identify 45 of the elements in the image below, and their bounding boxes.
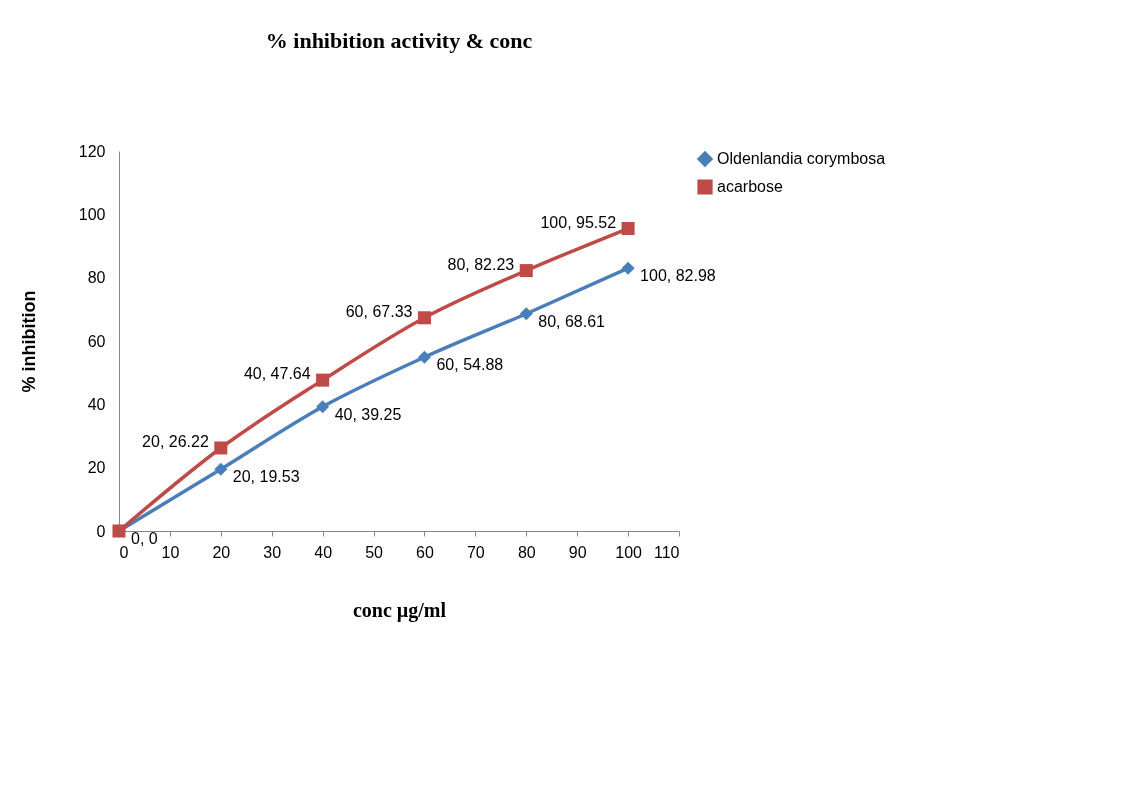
y-axis-title: % inhibition [18, 290, 39, 393]
x-tick-label: 60 [416, 543, 434, 561]
data-label: 80, 68.61 [538, 312, 606, 330]
x-tick-label: 50 [365, 543, 384, 561]
data-label: 40, 39.25 [334, 405, 402, 423]
point [214, 441, 228, 455]
point [621, 222, 635, 236]
y-tick-label: 120 [78, 142, 106, 160]
data-label: 100, 95.52 [540, 213, 617, 231]
x-tick-label: 80 [517, 543, 536, 561]
x-tick-label: 100 [615, 543, 643, 561]
y-tick-label: 80 [87, 269, 106, 287]
x-tick-label: 10 [161, 543, 180, 561]
data-label: 60, 67.33 [345, 302, 413, 320]
point [316, 400, 330, 414]
point [417, 311, 431, 325]
legend-label: acarbose [717, 178, 783, 195]
data-label: 60, 54.88 [436, 356, 504, 374]
point [417, 350, 431, 364]
point [621, 261, 635, 275]
x-tick-label: 30 [263, 543, 282, 561]
point [316, 373, 330, 387]
data-label: 40, 47.64 [243, 365, 311, 383]
y-tick-label: 40 [87, 395, 106, 413]
data-label: 0, 0 [131, 530, 158, 547]
x-axis-title: conc µg/ml [352, 598, 447, 622]
x-tick-label: 40 [314, 543, 333, 561]
data-label: 80, 82.23 [447, 255, 515, 273]
y-tick-label: 20 [87, 459, 106, 477]
x-tick-label: 70 [466, 543, 485, 561]
legend-label: Oldenlandia corymbosa [717, 150, 886, 167]
y-tick-label: 0 [96, 522, 106, 540]
point [214, 462, 228, 476]
x-tick-label: 90 [568, 543, 587, 561]
point [519, 307, 533, 321]
data-label: 20, 26.22 [142, 432, 209, 450]
data-label: 100, 82.98 [640, 267, 716, 285]
data-label: 20, 19.53 [232, 468, 300, 486]
x-tick-label: 0 [119, 543, 129, 561]
y-tick-label: 60 [87, 332, 106, 350]
y-tick-label: 100 [78, 205, 106, 223]
chart-title: % inhibition activity & conc [265, 28, 533, 53]
x-tick-label: 110 [653, 543, 680, 561]
point [519, 264, 533, 278]
x-tick-label: 20 [212, 543, 231, 561]
